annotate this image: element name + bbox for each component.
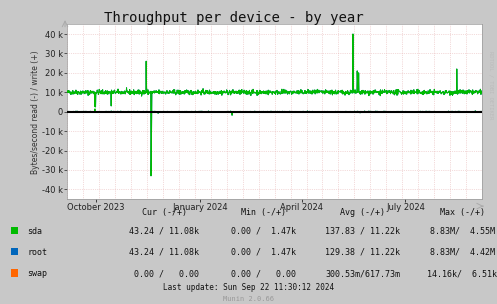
Text: 43.24 / 11.08k: 43.24 / 11.08k <box>129 248 199 257</box>
Text: Cur (-/+): Cur (-/+) <box>142 208 186 217</box>
Text: 8.83M/  4.42M: 8.83M/ 4.42M <box>430 248 495 257</box>
Text: RDTOOL / TOBI OETIKER: RDTOOL / TOBI OETIKER <box>488 51 493 119</box>
Text: Min (-/+): Min (-/+) <box>241 208 286 217</box>
Text: 129.38 / 11.22k: 129.38 / 11.22k <box>326 248 400 257</box>
Text: Last update: Sun Sep 22 11:30:12 2024: Last update: Sun Sep 22 11:30:12 2024 <box>163 283 334 292</box>
Text: 0.00 /   0.00: 0.00 / 0.00 <box>231 269 296 278</box>
Text: root: root <box>27 248 47 257</box>
Text: 137.83 / 11.22k: 137.83 / 11.22k <box>326 226 400 236</box>
Text: 0.00 /  1.47k: 0.00 / 1.47k <box>231 248 296 257</box>
Text: 0.00 /   0.00: 0.00 / 0.00 <box>129 269 199 278</box>
Text: 0.00 /  1.47k: 0.00 / 1.47k <box>231 226 296 236</box>
Text: sda: sda <box>27 226 42 236</box>
Text: Avg (-/+): Avg (-/+) <box>340 208 385 217</box>
Y-axis label: Bytes/second read (-) / write (+): Bytes/second read (-) / write (+) <box>31 50 40 174</box>
Text: swap: swap <box>27 269 47 278</box>
Text: Throughput per device - by year: Throughput per device - by year <box>104 11 363 25</box>
Text: Max (-/+): Max (-/+) <box>440 208 485 217</box>
Text: 300.53m/617.73m: 300.53m/617.73m <box>326 269 400 278</box>
Text: Munin 2.0.66: Munin 2.0.66 <box>223 296 274 302</box>
Text: 43.24 / 11.08k: 43.24 / 11.08k <box>129 226 199 236</box>
Text: 14.16k/  6.51k: 14.16k/ 6.51k <box>427 269 497 278</box>
Text: 8.83M/  4.55M: 8.83M/ 4.55M <box>430 226 495 236</box>
